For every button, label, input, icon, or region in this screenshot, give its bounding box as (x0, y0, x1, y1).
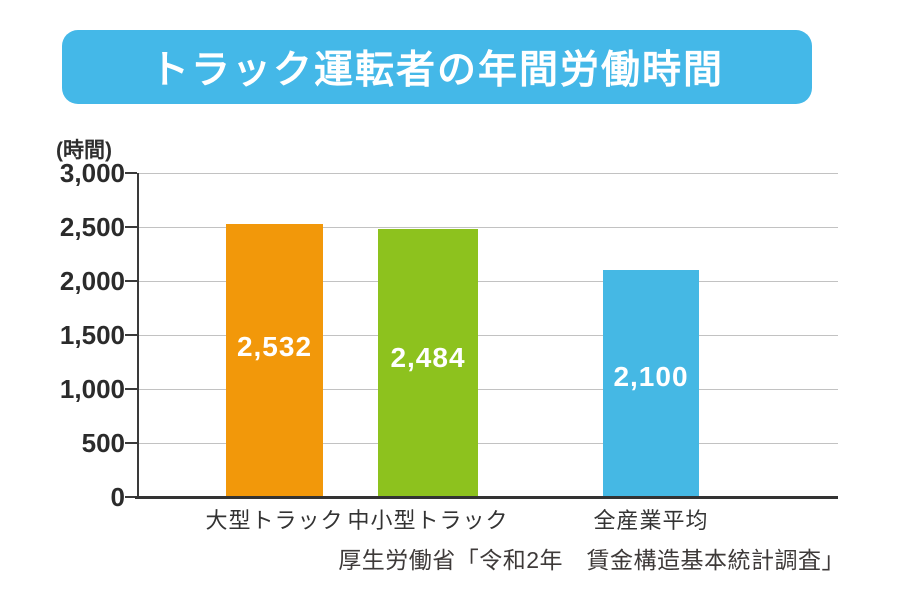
y-axis-tick-mark (125, 442, 137, 444)
y-axis-tick-label: 3,000 (59, 158, 125, 188)
y-axis-tick-label: 500 (81, 428, 125, 458)
y-axis-tick-label: 0 (110, 482, 125, 512)
gridline (137, 173, 838, 174)
y-axis-tick-mark (125, 226, 137, 228)
y-axis-tick-mark (125, 172, 137, 174)
y-axis-tick-mark (125, 280, 137, 282)
source-note: 厚生労働省「令和2年 賃金構造基本統計調査」 (338, 547, 845, 573)
y-axis-line (137, 173, 139, 497)
gridline (137, 443, 838, 444)
y-axis-tick-mark (125, 496, 137, 498)
gridline (137, 389, 838, 390)
gridline (137, 281, 838, 282)
x-axis-category-label: 大型トラック (205, 508, 344, 533)
y-axis-tick-label: 1,000 (59, 374, 125, 404)
chart-title-banner: トラック運転者の年間労働時間 (62, 30, 812, 104)
plot-area: 3,000 2,500 2,000 1,500 1,000 500 0 2,532 2,484… (60, 158, 838, 512)
y-axis-tick-mark (125, 334, 137, 336)
gridline (137, 227, 838, 228)
x-axis-category-label: 中小型トラック (347, 508, 509, 533)
bar-value-label: 2,532 (236, 330, 313, 362)
bar-value-label: 2,100 (613, 360, 689, 392)
bar-value-label: 2,484 (390, 341, 466, 373)
bar-2: 2,484 (378, 228, 478, 497)
bar-1: 2,532 (226, 223, 323, 497)
y-axis-tick-label: 2,000 (59, 266, 125, 296)
y-axis-tick-label: 1,500 (59, 320, 125, 350)
gridline (137, 335, 838, 336)
chart-title: トラック運転者の年間労働時間 (149, 49, 724, 92)
y-axis-unit-label: (時間) (56, 139, 112, 162)
y-axis-tick-label: 2,500 (59, 212, 125, 242)
bar-3: 2,100 (603, 270, 699, 497)
x-axis-category-label: 全産業平均 (593, 508, 709, 533)
x-axis-line (135, 496, 838, 499)
y-axis-tick-mark (125, 388, 137, 390)
